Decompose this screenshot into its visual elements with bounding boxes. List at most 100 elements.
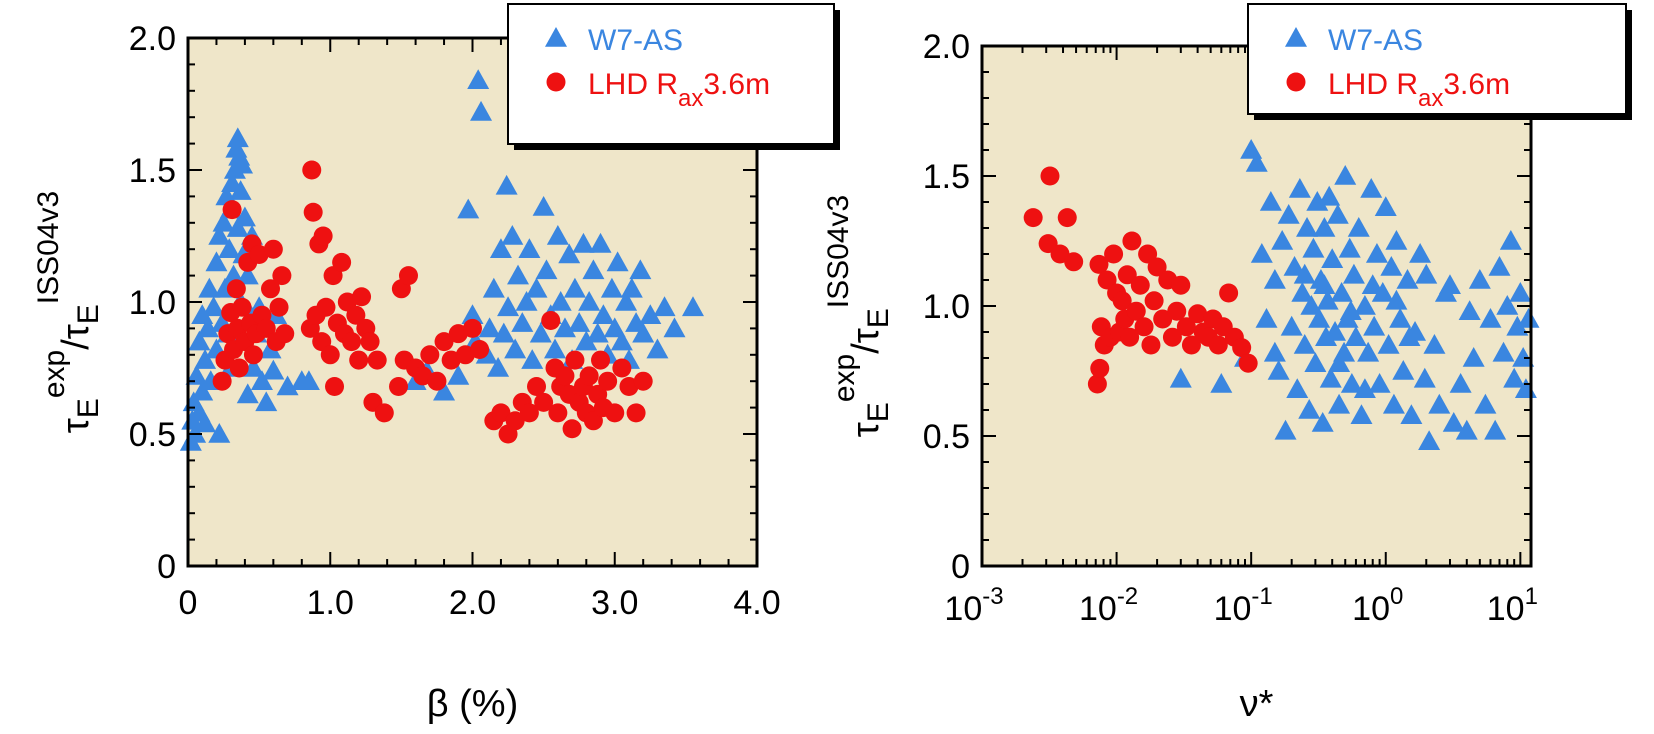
data-point	[1365, 243, 1388, 263]
data-point	[529, 322, 552, 343]
data-point	[229, 358, 249, 378]
data-point	[218, 238, 241, 258]
x-tick-label: 10-1	[1214, 583, 1273, 628]
data-point	[1181, 335, 1201, 355]
x-tick-label: 1.0	[307, 584, 354, 622]
data-point	[1418, 430, 1441, 450]
data-point	[1382, 393, 1405, 414]
data-point	[261, 279, 281, 299]
data-point	[325, 376, 345, 396]
data-point	[586, 322, 609, 343]
data-point	[461, 304, 484, 324]
data-point	[205, 251, 228, 272]
data-point	[1509, 282, 1532, 302]
y-tick-label: 1.0	[923, 288, 970, 326]
data-point	[208, 423, 231, 443]
data-point	[463, 318, 482, 338]
data-point	[1385, 230, 1408, 250]
data-point	[1385, 289, 1408, 310]
data-point	[535, 259, 558, 280]
data-point	[1274, 419, 1297, 440]
y-axis-label: τEexp/τEISS04v3	[32, 191, 105, 433]
data-point	[1479, 308, 1502, 328]
data-point	[1468, 269, 1491, 289]
legend-marker	[1286, 72, 1306, 92]
data-point	[1347, 217, 1370, 237]
data-point	[1353, 295, 1376, 315]
data-point	[610, 330, 633, 351]
data-point	[222, 264, 245, 285]
data-point	[1350, 404, 1373, 424]
data-point	[589, 232, 612, 253]
data-point	[1449, 373, 1472, 393]
y-axis: 0 0.5 1.0 1.5 2.0	[923, 28, 1531, 586]
data-point	[1210, 373, 1233, 393]
data-point	[272, 266, 292, 286]
data-point	[1492, 341, 1515, 362]
data-point	[1280, 315, 1303, 336]
x-axis: 0 1.0 2.0 3.0 4.0	[179, 38, 781, 622]
data-point	[313, 226, 333, 246]
data-point	[558, 243, 581, 264]
legend: W7-AS LHD Rax3.6m	[507, 3, 840, 150]
data-point	[1319, 367, 1342, 388]
data-point	[1328, 393, 1351, 414]
data-point	[398, 266, 418, 286]
data-point	[606, 251, 629, 272]
data-point	[578, 291, 601, 311]
data-point	[487, 357, 510, 377]
data-point	[515, 291, 538, 311]
data-point	[1308, 308, 1331, 328]
data-point	[1396, 269, 1419, 289]
y-axis-label: τEexp/τEISS04v3	[822, 195, 895, 437]
data-point	[194, 349, 217, 369]
series-lhd	[212, 160, 653, 444]
data-point	[1517, 308, 1540, 328]
data-point	[1363, 315, 1386, 336]
data-point	[434, 332, 454, 352]
plot-area	[982, 46, 1531, 566]
data-point	[1368, 373, 1391, 393]
data-point	[1089, 254, 1109, 274]
data-point	[592, 304, 615, 324]
data-point	[1484, 419, 1507, 440]
data-point	[1126, 301, 1146, 321]
data-point	[575, 330, 598, 351]
data-point	[232, 297, 252, 317]
data-point	[1293, 334, 1316, 354]
data-point	[653, 296, 676, 317]
data-point	[605, 403, 625, 423]
data-point	[1324, 321, 1347, 341]
data-point	[534, 392, 554, 412]
legend-box	[507, 3, 835, 145]
data-point	[231, 153, 254, 174]
data-point	[1374, 196, 1397, 216]
data-point	[1232, 338, 1252, 358]
data-point	[467, 69, 490, 90]
data-point	[346, 305, 366, 325]
data-point	[1392, 360, 1415, 380]
data-point	[1293, 263, 1316, 284]
data-point	[332, 252, 352, 272]
data-point	[1360, 178, 1383, 198]
data-point	[433, 380, 456, 401]
data-point	[242, 357, 265, 377]
data-point	[572, 232, 595, 253]
x-axis-label: ν*	[1240, 683, 1274, 725]
data-point	[1438, 274, 1461, 294]
data-point	[629, 259, 652, 280]
data-point	[367, 350, 387, 370]
data-point	[1371, 282, 1394, 302]
legend-label: W7-AS	[1328, 24, 1423, 57]
x-tick-label: 3.0	[591, 584, 638, 622]
data-point	[1357, 341, 1380, 362]
data-point	[349, 350, 369, 370]
data-point	[1423, 334, 1446, 354]
data-point	[427, 371, 447, 391]
data-point	[541, 310, 561, 330]
data-point	[1400, 404, 1423, 424]
data-point	[202, 296, 225, 317]
data-point	[505, 411, 525, 431]
y-tick-label: 2.0	[129, 20, 176, 58]
y-tick-label: 1.5	[923, 158, 970, 196]
